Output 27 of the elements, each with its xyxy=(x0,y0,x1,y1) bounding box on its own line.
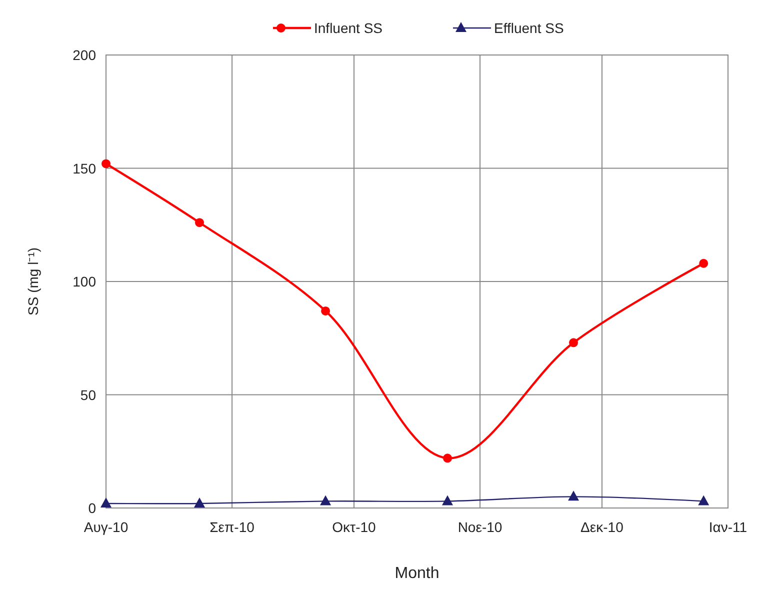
y-tick-label: 50 xyxy=(80,386,96,403)
legend-label: Effluent SS xyxy=(494,20,564,36)
point xyxy=(195,218,204,228)
x-tick-label: Νοε-10 xyxy=(458,519,502,535)
point xyxy=(569,338,578,348)
x-tick-label: Αυγ-10 xyxy=(84,519,128,535)
point xyxy=(102,159,110,168)
y-tick-label: 100 xyxy=(72,274,96,290)
x-axis-title: Month xyxy=(394,565,440,582)
x-tick-label: Σεπ-10 xyxy=(210,519,255,535)
y-axis-title: SS (mg l⁻¹) xyxy=(25,248,41,316)
x-tick-label: Ιαν-11 xyxy=(708,519,748,535)
legend-label: Influent SS xyxy=(314,20,382,36)
point xyxy=(442,454,452,463)
x-tick-label: Δεκ-10 xyxy=(580,519,624,535)
y-tick-label: 0 xyxy=(88,500,96,516)
point xyxy=(568,490,580,501)
point xyxy=(699,258,708,268)
point xyxy=(100,497,112,508)
point xyxy=(194,497,206,508)
point xyxy=(320,495,332,506)
y-tick-label: 150 xyxy=(72,160,96,176)
point xyxy=(698,495,710,506)
point xyxy=(442,495,453,506)
y-tick-label: 200 xyxy=(72,47,96,63)
point xyxy=(321,306,330,316)
x-tick-label: Οκτ-10 xyxy=(332,519,376,535)
